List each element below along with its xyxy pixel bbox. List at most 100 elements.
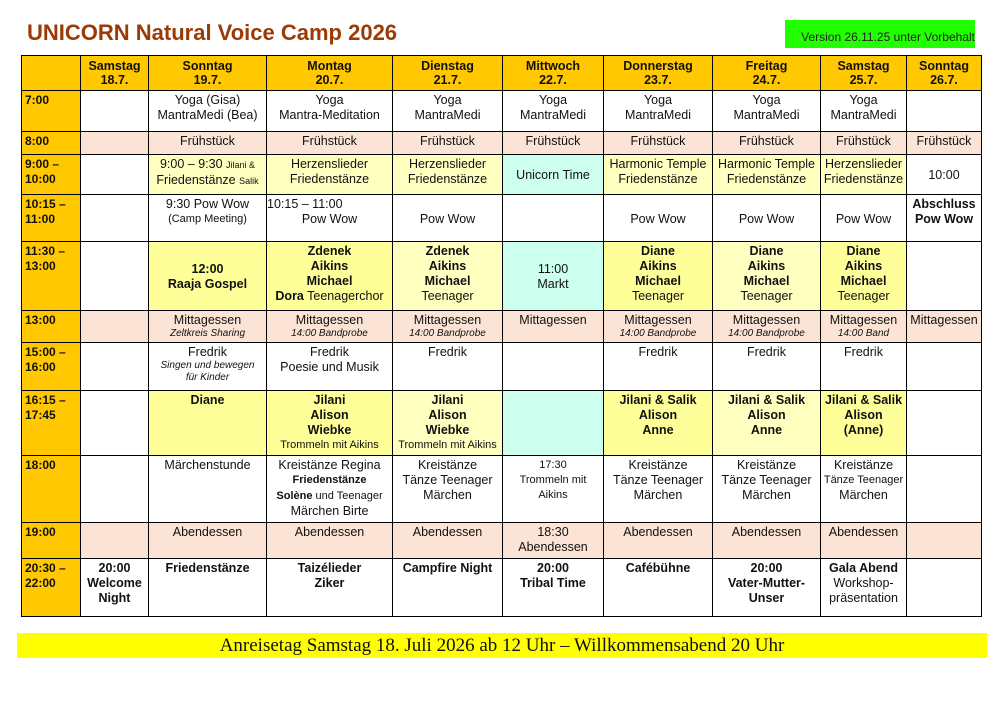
event-text: Abendessen xyxy=(518,540,588,554)
schedule-cell: 20:00 Vater-Mutter- Unser xyxy=(712,558,821,617)
event-text: Kreistänze xyxy=(833,458,894,472)
schedule-cell xyxy=(80,131,149,155)
schedule-cell: Fredrik xyxy=(603,342,713,391)
time-label: 13:00 xyxy=(21,310,81,343)
schedule-cell: Diane xyxy=(148,390,267,456)
time-label: 10:15 – 11:00 xyxy=(21,194,81,242)
event-text: Mantra-Meditation xyxy=(279,108,380,122)
event-text: Diane xyxy=(749,244,784,258)
event-text: Märchen Birte xyxy=(290,504,369,518)
event-text: Gala Abend xyxy=(829,561,898,575)
schedule-cell: Yoga MantraMedi xyxy=(392,90,503,132)
event-text: 10:15 – 11:00 xyxy=(267,197,343,211)
event-text: Michael xyxy=(743,274,790,288)
schedule-cell: Mittagessen 14:00 Bandprobe xyxy=(712,310,821,343)
schedule-cell: Jilani & Salik Alison (Anne) xyxy=(820,390,907,456)
schedule-cell: Taizélieder Ziker xyxy=(266,558,393,617)
schedule-cell: 10:00 xyxy=(906,154,982,195)
event-text: Jilani & Salik xyxy=(824,393,903,407)
event-text: Trommeln mit Aikins xyxy=(280,439,379,451)
schedule-cell: 17:30 Trommeln mit Aikins xyxy=(502,455,604,523)
time-label: 15:00 – 16:00 xyxy=(21,342,81,391)
schedule-cell xyxy=(906,241,982,311)
schedule-cell: Zdenek Aikins Michael Teenager xyxy=(392,241,503,311)
event-text: Mittagessen xyxy=(295,313,364,327)
day-header: Sonntag 19.7. xyxy=(148,55,267,91)
time-label: 19:00 xyxy=(21,522,81,559)
event-text: Pow Wow xyxy=(738,211,795,226)
event-text: Michael xyxy=(635,274,681,288)
schedule-cell xyxy=(906,558,982,617)
event-text: 12:00 xyxy=(191,262,224,276)
event-text: Pow Wow xyxy=(419,211,476,226)
event-text: Aikins xyxy=(310,259,349,273)
day-date: 24.7. xyxy=(752,73,781,87)
event-text: MantraMedi xyxy=(625,108,691,122)
event-text: Diane xyxy=(640,244,676,258)
schedule-cell: Herzenslieder Friedenstänze xyxy=(266,154,393,195)
event-text: Aikins xyxy=(538,489,568,501)
time-slot-row: 7:00 Yoga (Gisa) MantraMedi (Bea) Yoga Mantr… xyxy=(21,90,982,132)
day-header: Freitag 24.7. xyxy=(712,55,821,91)
event-text: Zeltkreis Sharing xyxy=(169,328,246,339)
schedule-cell: Diane Aikins Michael Teenager xyxy=(712,241,821,311)
event-text: Unicorn Time xyxy=(516,168,590,182)
event-text: Frühstück xyxy=(916,134,972,148)
event-text: Yoga (Gisa) xyxy=(174,93,241,107)
event-text: Märchen xyxy=(839,488,888,502)
event-text: 20:00 xyxy=(537,561,569,575)
schedule-cell xyxy=(80,342,149,391)
time-slot-row: 19:00 Abendessen Abendessen Abendessen 18:30… xyxy=(21,522,982,559)
event-text: Abschluss xyxy=(912,197,976,211)
schedule-cell xyxy=(906,455,982,523)
event-text: MantraMedi xyxy=(414,108,481,122)
event-text: Friedenstänze xyxy=(618,172,698,186)
day-header: Sonntag 26.7. xyxy=(906,55,982,91)
event-text: Poesie und Musik xyxy=(280,360,379,374)
schedule-cell: Fredrik Poesie und Musik xyxy=(266,342,393,391)
schedule-cell xyxy=(502,342,604,391)
event-text-part: Jilani & xyxy=(226,160,256,170)
event-text: Michael xyxy=(840,274,887,288)
event-text: Abendessen xyxy=(623,525,693,539)
schedule-cell: 9:30 Pow Wow (Camp Meeting) xyxy=(148,194,267,242)
corner-cell xyxy=(21,55,81,91)
schedule-cell xyxy=(80,194,149,242)
schedule-cell: 18:30 Abendessen xyxy=(502,522,604,559)
time-slot-row: 8:00 Frühstück Frühstück Frühstück Frühstück… xyxy=(21,131,982,155)
event-text: Märchen xyxy=(423,488,472,502)
schedule-cell: Pow Wow xyxy=(603,194,713,242)
schedule-cell: Mittagessen 14:00 Band xyxy=(820,310,907,343)
event-text: Singen und bewegen xyxy=(160,360,255,371)
schedule-cell: Kreistänze Regina Friedenstänze Solène und… xyxy=(266,455,393,523)
event-text: Mittagessen xyxy=(173,313,242,327)
event-text: Cafébühne xyxy=(625,561,691,575)
event-text: Ziker xyxy=(314,576,345,590)
event-text: Teenager xyxy=(740,289,793,303)
event-text: Alison xyxy=(310,408,349,422)
schedule-cell: Yoga (Gisa) MantraMedi (Bea) xyxy=(148,90,267,132)
time-slot-row: 18:00 Märchenstunde Kreistänze Regina Fried… xyxy=(21,455,982,523)
schedule-cell: 11:00 Markt xyxy=(502,241,604,311)
schedule-cell: Diane Aikins Michael Teenager xyxy=(820,241,907,311)
schedule-cell: Kreistänze Tänze Teenager Märchen xyxy=(603,455,713,523)
event-text: Vater-Mutter- xyxy=(727,576,806,590)
event-text: Mittagessen xyxy=(910,313,978,327)
event-text: Teenager xyxy=(421,289,474,303)
schedule-cell: Yoga Mantra-Meditation xyxy=(266,90,393,132)
event-text: Zdenek xyxy=(425,244,470,258)
event-text: Frühstück xyxy=(836,134,891,148)
event-text: Trommeln mit xyxy=(519,474,587,486)
event-text: Herzenslieder xyxy=(408,157,487,171)
day-header: Mittwoch 22.7. xyxy=(502,55,604,91)
event-text: Welcome xyxy=(87,576,142,590)
schedule-cell: Yoga MantraMedi xyxy=(820,90,907,132)
event-text-part: 9:00 – 9:30 xyxy=(159,157,226,171)
event-text: Herzenslieder xyxy=(824,157,903,171)
event-text-part: und Teenager xyxy=(312,490,383,502)
schedule-cell xyxy=(502,194,604,242)
event-text: Fredrik xyxy=(188,345,227,359)
time-slot-row: 11:30 – 13:00 12:00 Raaja Gospel Zdenek Aiki… xyxy=(21,241,982,311)
event-text-part: Solène xyxy=(276,490,313,502)
schedule-cell: Frühstück xyxy=(502,131,604,155)
